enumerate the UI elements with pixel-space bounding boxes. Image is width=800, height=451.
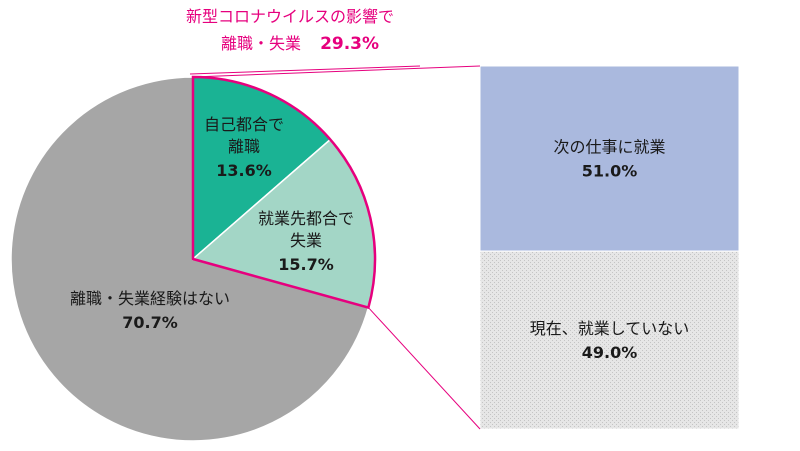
callout-subtitle: 離職・失業 29.3%	[221, 34, 379, 54]
connector-top	[192, 65, 481, 78]
self-resign-label: 離職	[228, 137, 260, 156]
connector-bottom	[368, 307, 481, 430]
callout-subtitle-value: 29.3%	[320, 34, 379, 54]
callout-subtitle-label: 離職・失業	[221, 34, 301, 53]
reemployed-label: 次の仕事に就業	[553, 138, 665, 157]
stacked-bar	[479, 65, 740, 430]
bar-segment-not-employed	[479, 250, 740, 430]
employer-dismissal-value-label: 15.7%	[278, 255, 334, 274]
self-resign-value-label: 13.6%	[216, 161, 272, 180]
self-resign-label: 自己都合で	[204, 115, 284, 134]
reemployed-value-label: 51.0%	[582, 162, 638, 181]
no-job-loss-label: 離職・失業経験はない	[70, 289, 230, 308]
callout-connectors	[189, 65, 481, 430]
callout-title: 新型コロナウイルスの影響で	[186, 7, 394, 26]
employer-dismissal-label: 就業先都合で	[258, 209, 354, 228]
not-employed-label: 現在、就業していない	[530, 319, 690, 338]
connector-callout	[189, 65, 421, 75]
pie-slice-no-job-loss	[10, 76, 370, 442]
employer-dismissal-label: 失業	[290, 231, 322, 250]
not-employed-value-label: 49.0%	[582, 343, 638, 362]
no-job-loss-value-label: 70.7%	[122, 313, 178, 332]
bar-segment-reemployed	[479, 65, 740, 252]
pie-chart	[10, 76, 376, 442]
covid-highlight-outline	[191, 75, 377, 310]
